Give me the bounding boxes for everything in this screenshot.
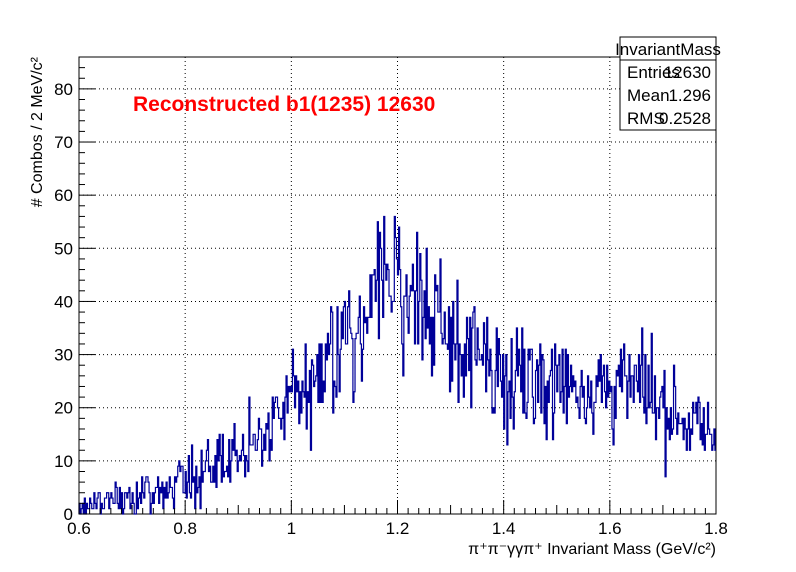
histogram-line bbox=[78, 215, 716, 515]
x-tick-label: 1 bbox=[287, 519, 296, 538]
x-axis-title: π⁺π⁻γγπ⁺ Invariant Mass (GeV/c²) bbox=[468, 541, 716, 558]
y-tick-label: 10 bbox=[54, 452, 73, 471]
y-tick-label: 0 bbox=[64, 505, 73, 524]
y-tick-label: 40 bbox=[54, 292, 73, 311]
x-tick-label: 1.8 bbox=[704, 519, 728, 538]
stats-mean-label: Mean bbox=[627, 86, 670, 105]
stats-mean-value: 1.296 bbox=[668, 86, 711, 105]
y-tick-label: 50 bbox=[54, 239, 73, 258]
y-tick-label: 30 bbox=[54, 346, 73, 365]
y-tick-label: 70 bbox=[54, 133, 73, 152]
y-tick-label: 20 bbox=[54, 399, 73, 418]
x-tick-label: 1.6 bbox=[598, 519, 622, 538]
stats-box: InvariantMass Entries 12630 Mean 1.296 R… bbox=[615, 36, 721, 131]
y-axis-title: # Combos / 2 MeV/c² bbox=[29, 56, 46, 207]
x-tick-label: 0.6 bbox=[67, 519, 91, 538]
x-tick-label: 0.8 bbox=[173, 519, 197, 538]
stats-rms-value: 0.2528 bbox=[659, 109, 711, 128]
stats-entries-label: Entries bbox=[627, 63, 680, 82]
axes: 0.6 0.8 1 1.2 1.4 1.6 1.8 0 10 20 30 40 50 60 70 80 bbox=[54, 56, 728, 538]
stats-title: InvariantMass bbox=[615, 40, 721, 59]
x-tick-label: 1.2 bbox=[386, 519, 410, 538]
x-tick-label: 1.4 bbox=[492, 519, 516, 538]
histogram-series bbox=[78, 215, 716, 515]
grid-lines bbox=[79, 57, 716, 514]
y-tick-label: 60 bbox=[54, 186, 73, 205]
stats-entries-value: 12630 bbox=[664, 63, 711, 82]
annotation-text: Reconstructed b1(1235) 12630 bbox=[133, 93, 435, 116]
stats-rms-label: RMS bbox=[627, 109, 665, 128]
y-tick-label: 80 bbox=[54, 80, 73, 99]
